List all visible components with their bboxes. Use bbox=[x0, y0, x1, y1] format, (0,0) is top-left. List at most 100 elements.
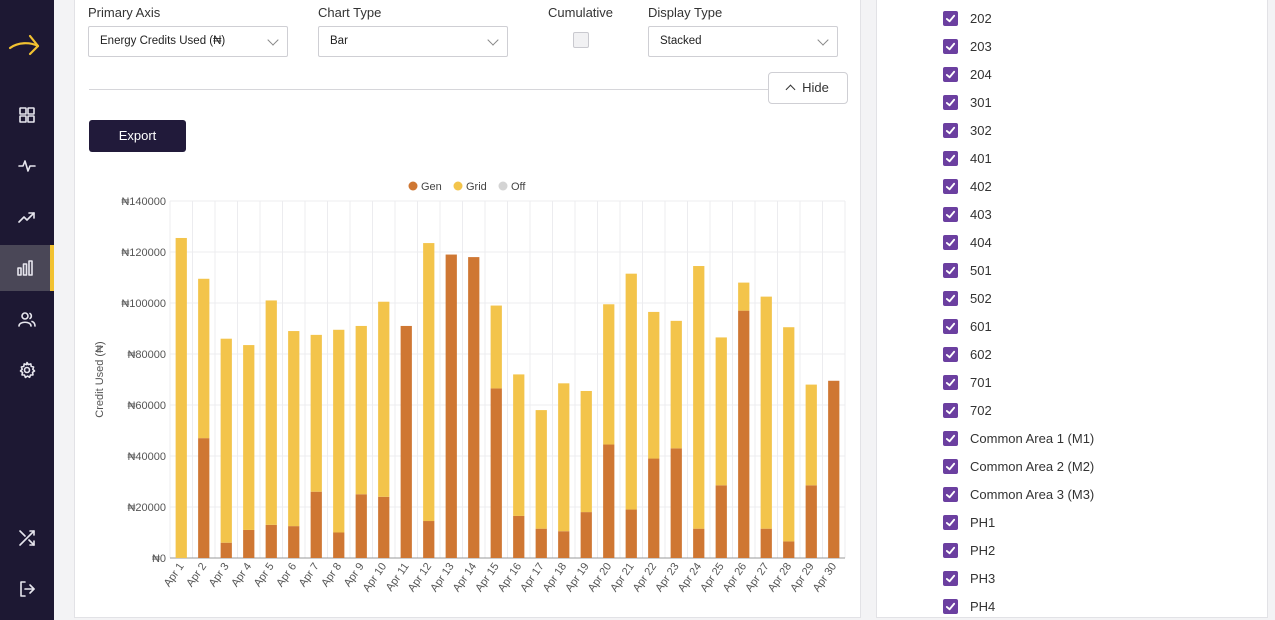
checkbox-checked-icon[interactable] bbox=[943, 402, 958, 418]
checkbox-checked-icon[interactable] bbox=[943, 66, 958, 82]
checkbox-checked-icon[interactable] bbox=[943, 262, 958, 278]
hide-button[interactable]: Hide bbox=[768, 72, 848, 104]
sidebar-item-settings[interactable] bbox=[0, 347, 54, 393]
checkbox-checked-icon[interactable] bbox=[943, 374, 958, 390]
legend-marker-off bbox=[498, 181, 508, 191]
unit-checkbox-label: 403 bbox=[970, 206, 992, 222]
checkbox-checked-icon[interactable] bbox=[943, 234, 958, 250]
bar-gen bbox=[760, 528, 772, 558]
checkbox-checked-icon[interactable] bbox=[943, 486, 958, 502]
bar-grid bbox=[558, 383, 570, 532]
unit-checkbox-item[interactable]: Common Area 2 (M2) bbox=[943, 456, 1094, 476]
checkbox-checked-icon[interactable] bbox=[943, 10, 958, 26]
checkbox-checked-icon[interactable] bbox=[943, 94, 958, 110]
sidebar-item-activity[interactable] bbox=[0, 143, 54, 189]
unit-checkbox-item[interactable]: 403 bbox=[943, 204, 992, 224]
unit-checkbox-item[interactable]: 501 bbox=[943, 260, 992, 280]
unit-checkbox-item[interactable]: 203 bbox=[943, 36, 992, 56]
checkbox-checked-icon[interactable] bbox=[943, 178, 958, 194]
chart-type-label: Chart Type bbox=[318, 5, 382, 20]
bar-grid bbox=[648, 311, 660, 459]
unit-checkbox-item[interactable]: Common Area 3 (M3) bbox=[943, 484, 1094, 504]
sidebar-item-trending[interactable] bbox=[0, 194, 54, 240]
unit-checkbox-label: Common Area 3 (M3) bbox=[970, 486, 1095, 502]
cumulative-checkbox[interactable] bbox=[573, 32, 589, 48]
primary-axis-select[interactable]: Energy Credits Used (₦) bbox=[88, 26, 288, 57]
unit-checkbox-item[interactable]: PH4 bbox=[943, 596, 995, 616]
bar-gen bbox=[445, 254, 457, 559]
bar-gen bbox=[265, 524, 277, 558]
checkbox-checked-icon[interactable] bbox=[943, 598, 958, 614]
sidebar-item-shuffle[interactable] bbox=[0, 515, 54, 561]
checkbox-checked-icon[interactable] bbox=[943, 150, 958, 166]
bar-gen bbox=[715, 485, 727, 558]
x-tick-label: Apr 5 bbox=[252, 561, 277, 589]
shuffle-icon bbox=[19, 530, 35, 546]
bar-gen bbox=[333, 532, 345, 558]
unit-checkbox-item[interactable]: PH3 bbox=[943, 568, 995, 588]
unit-checkbox-label: 204 bbox=[970, 66, 992, 82]
unit-checkbox-label: 701 bbox=[970, 374, 992, 390]
bar-gen bbox=[580, 512, 592, 558]
bar-gen bbox=[468, 257, 480, 558]
sidebar-item-users[interactable] bbox=[0, 296, 54, 342]
legend-label-gen: Gen bbox=[421, 181, 442, 193]
unit-checkbox-item[interactable]: 404 bbox=[943, 232, 992, 252]
checkbox-checked-icon[interactable] bbox=[943, 542, 958, 558]
unit-checkbox-item[interactable]: 702 bbox=[943, 400, 992, 420]
cumulative-label: Cumulative bbox=[548, 5, 614, 20]
checkbox-checked-icon[interactable] bbox=[943, 346, 958, 362]
unit-checkbox-item[interactable]: 204 bbox=[943, 64, 992, 84]
bar-grid bbox=[310, 334, 322, 492]
bar-chart-icon bbox=[17, 260, 33, 276]
bar-gen bbox=[783, 541, 795, 558]
x-tick-label: Apr 2 bbox=[184, 561, 209, 589]
display-type-select[interactable]: Stacked bbox=[648, 26, 838, 57]
y-tick-label: ₦140000 bbox=[121, 196, 166, 208]
checkbox-checked-icon[interactable] bbox=[943, 206, 958, 222]
checkbox-checked-icon[interactable] bbox=[943, 570, 958, 586]
sidebar-item-logout[interactable] bbox=[0, 566, 54, 612]
checkbox-checked-icon[interactable] bbox=[943, 38, 958, 54]
y-tick-label: ₦40000 bbox=[127, 451, 166, 463]
unit-checkbox-item[interactable]: PH2 bbox=[943, 540, 995, 560]
checkbox-checked-icon[interactable] bbox=[943, 122, 958, 138]
checkbox-checked-icon[interactable] bbox=[943, 290, 958, 306]
checkbox-checked-icon[interactable] bbox=[943, 514, 958, 530]
chevron-down-icon bbox=[487, 34, 499, 46]
bar-grid bbox=[243, 345, 255, 530]
chart-type-select[interactable]: Bar bbox=[318, 26, 508, 57]
unit-checkbox-item[interactable]: 401 bbox=[943, 148, 992, 168]
chart-type-value: Bar bbox=[330, 35, 348, 47]
y-tick-label: ₦120000 bbox=[121, 247, 166, 259]
unit-checkbox-label: 501 bbox=[970, 262, 992, 278]
unit-checkbox-label: PH2 bbox=[970, 542, 996, 558]
unit-checkbox-item[interactable]: PH1 bbox=[943, 512, 995, 532]
checkbox-checked-icon[interactable] bbox=[943, 430, 958, 446]
y-axis-label: Credit Used (₦) bbox=[94, 341, 106, 417]
checkbox-checked-icon[interactable] bbox=[943, 458, 958, 474]
bar-grid bbox=[805, 384, 817, 486]
bar-gen bbox=[378, 496, 390, 558]
sidebar-item-dashboard[interactable] bbox=[0, 92, 54, 138]
y-tick-label: ₦80000 bbox=[127, 349, 166, 361]
users-icon bbox=[18, 312, 36, 327]
bar-grid bbox=[580, 390, 592, 513]
unit-checkbox-item[interactable]: 502 bbox=[943, 288, 992, 308]
unit-checkbox-item[interactable]: 402 bbox=[943, 176, 992, 196]
export-button[interactable]: Export bbox=[89, 120, 186, 152]
unit-checkbox-item[interactable]: 701 bbox=[943, 372, 992, 392]
unit-checkbox-item[interactable]: 602 bbox=[943, 344, 992, 364]
bar-gen bbox=[198, 438, 210, 558]
bar-grid bbox=[738, 282, 750, 311]
unit-checkbox-item[interactable]: 301 bbox=[943, 92, 992, 112]
unit-checkbox-label: Common Area 2 (M2) bbox=[970, 458, 1095, 474]
unit-checkbox-item[interactable]: 601 bbox=[943, 316, 992, 336]
unit-checkbox-item[interactable]: Common Area 1 (M1) bbox=[943, 428, 1094, 448]
unit-checkbox-item[interactable]: 302 bbox=[943, 120, 992, 140]
sidebar-item-bar-chart[interactable] bbox=[0, 245, 54, 291]
bar-grid bbox=[603, 304, 615, 445]
checkbox-checked-icon[interactable] bbox=[943, 318, 958, 334]
bar-grid bbox=[513, 374, 525, 516]
unit-checkbox-item[interactable]: 202 bbox=[943, 8, 992, 28]
